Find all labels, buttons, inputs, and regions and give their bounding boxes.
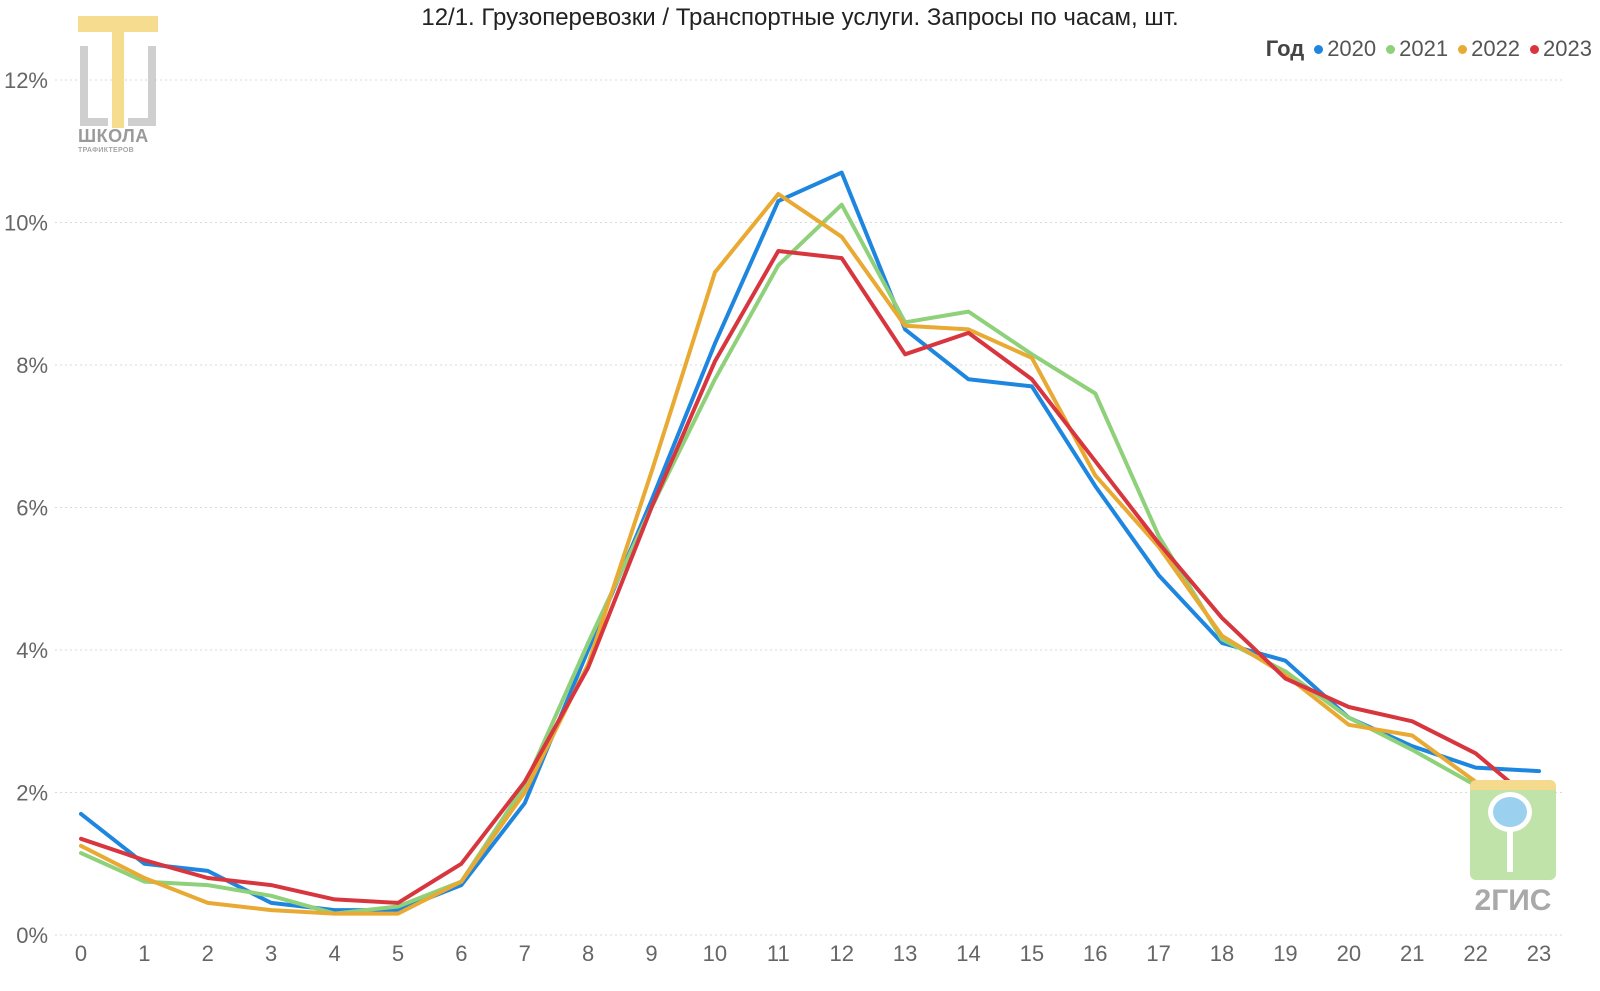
x-tick-label-9: 9	[645, 941, 657, 966]
gis-logo-word: 2ГИС	[1474, 884, 1552, 917]
x-tick-label-20: 20	[1337, 941, 1361, 966]
x-tick-label-22: 22	[1463, 941, 1487, 966]
legend-item-2022[interactable]: 2022	[1458, 36, 1520, 62]
legend-label-2022: 2022	[1471, 36, 1521, 61]
x-tick-label-13: 13	[893, 941, 917, 966]
legend-label-2021: 2021	[1399, 36, 1449, 61]
legend-label-2020: 2020	[1327, 36, 1377, 61]
school-logo-subword: ТРАФИКТЕРОВ	[78, 147, 134, 154]
y-tick-label-6: 12%	[4, 68, 48, 93]
y-tick-label-5: 10%	[4, 211, 48, 236]
x-tick-label-6: 6	[455, 941, 467, 966]
x-tick-label-21: 21	[1400, 941, 1424, 966]
school-logo-t-bar	[78, 16, 158, 32]
x-tick-label-0: 0	[75, 941, 87, 966]
gis-logo: 2ГИС	[1468, 778, 1568, 928]
x-tick-label-16: 16	[1083, 941, 1107, 966]
gis-logo-pin-stem	[1507, 830, 1513, 872]
legend-dot-2022	[1458, 44, 1468, 54]
series-line-2023	[79, 249, 1541, 905]
legend-dot-2020	[1314, 44, 1324, 54]
school-logo-right-bracket	[128, 46, 156, 126]
legend-item-2020[interactable]: 2020	[1314, 36, 1376, 62]
x-tick-label-19: 19	[1273, 941, 1297, 966]
x-tick-label-5: 5	[392, 941, 404, 966]
x-tick-label-12: 12	[829, 941, 853, 966]
series-line-2020	[79, 170, 1541, 913]
x-tick-label-23: 23	[1527, 941, 1551, 966]
series-line-2021	[79, 202, 1541, 916]
school-logo: ШКОЛА ТРАФИКТЕРОВ	[78, 16, 160, 156]
x-tick-label-3: 3	[265, 941, 277, 966]
legend-title: Год	[1265, 36, 1305, 61]
series-line-2022	[79, 192, 1541, 916]
legend-dot-2021	[1386, 44, 1396, 54]
school-logo-left-bracket	[80, 46, 108, 126]
x-tick-label-10: 10	[703, 941, 727, 966]
chart-title: 12/1. Грузоперевозки / Транспортные услу…	[421, 4, 1179, 31]
x-tick-label-7: 7	[519, 941, 531, 966]
legend-item-2021[interactable]: 2021	[1386, 36, 1448, 62]
gis-logo-pin-icon	[1488, 792, 1532, 832]
y-tick-label-1: 2%	[16, 781, 48, 806]
x-tick-label-4: 4	[328, 941, 340, 966]
y-tick-label-3: 6%	[16, 496, 48, 521]
school-logo-word: ШКОЛА	[78, 126, 149, 146]
x-tick-label-8: 8	[582, 941, 594, 966]
legend-dot-2023	[1530, 44, 1540, 54]
y-tick-label-0: 0%	[16, 923, 48, 948]
x-tick-label-11: 11	[767, 941, 790, 966]
y-tick-label-4: 8%	[16, 353, 48, 378]
school-logo-t-stem	[112, 32, 124, 128]
x-tick-label-15: 15	[1020, 941, 1044, 966]
x-tick-label-1: 1	[138, 941, 150, 966]
x-tick-label-14: 14	[956, 941, 980, 966]
legend-item-2023[interactable]: 2023	[1530, 36, 1592, 62]
x-tick-label-18: 18	[1210, 941, 1234, 966]
y-tick-label-2: 4%	[16, 638, 48, 663]
legend-label-2023: 2023	[1543, 36, 1592, 61]
x-tick-label-17: 17	[1146, 941, 1170, 966]
x-tick-label-2: 2	[202, 941, 214, 966]
legend: Год 2020 2021 2022 2023	[1266, 36, 1592, 62]
